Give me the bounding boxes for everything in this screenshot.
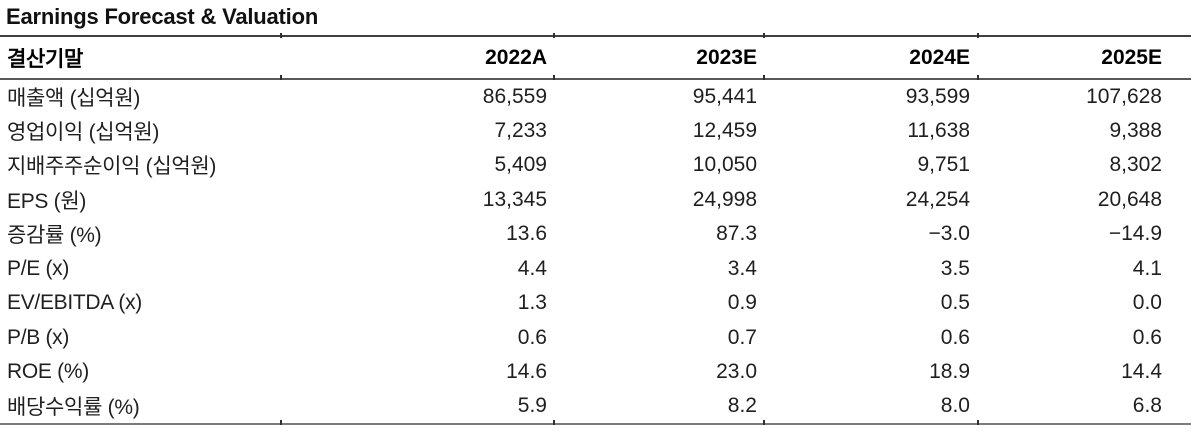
column-boundary-tick <box>977 33 979 38</box>
table-row-operating-profit: 영업이익 (십억원) 7,233 12,459 11,638 9,388 <box>0 114 1191 149</box>
row-label: P/E (x) <box>7 256 70 280</box>
row-label: 배당수익률 (%) <box>7 396 140 420</box>
column-header-2024e: 2024E <box>909 45 970 69</box>
cell-value: 10,050 <box>692 153 757 177</box>
cell-value: 95,441 <box>692 84 757 108</box>
table-row-eps: EPS (원) 13,345 24,998 24,254 20,648 <box>0 183 1191 218</box>
row-label: 증감률 (%) <box>7 224 102 248</box>
table-header-row: 결산기말 2022A 2023E 2024E 2025E <box>0 37 1191 79</box>
cell-value: 20,648 <box>1097 187 1162 211</box>
column-boundary-tick <box>553 75 555 80</box>
cell-value: 14.6 <box>506 360 547 384</box>
column-boundary-tick <box>280 75 282 80</box>
cell-value: 0.0 <box>1132 291 1162 315</box>
table-row-revenue: 매출액 (십억원) 86,559 95,441 93,599 107,628 <box>0 79 1191 114</box>
row-label: P/B (x) <box>7 325 70 349</box>
row-label: 영업이익 (십억원) <box>7 120 160 144</box>
cell-value: 3.5 <box>940 256 970 280</box>
row-label: ROE (%) <box>7 360 89 384</box>
cell-value: 24,998 <box>692 187 757 211</box>
cell-value: 5.9 <box>517 394 547 418</box>
cell-value: 11,638 <box>907 118 970 142</box>
column-boundary-tick <box>280 33 282 38</box>
table-row-pe: P/E (x) 4.4 3.4 3.5 4.1 <box>0 252 1191 287</box>
column-boundary-tick <box>977 75 979 80</box>
cell-value: 14.4 <box>1121 360 1162 384</box>
table-row-ev-ebitda: EV/EBITDA (x) 1.3 0.9 0.5 0.0 <box>0 286 1191 321</box>
table-row-dividend-yield: 배당수익률 (%) 5.9 8.2 8.0 6.8 <box>0 390 1191 425</box>
cell-value: 6.8 <box>1132 394 1162 418</box>
cell-value: −14.9 <box>1108 222 1162 246</box>
column-header-2023e: 2023E <box>696 45 757 69</box>
column-boundary-tick <box>977 420 979 425</box>
row-label: 매출액 (십억원) <box>7 86 141 110</box>
column-boundary-tick <box>553 33 555 38</box>
cell-value: 13.6 <box>506 222 547 246</box>
cell-value: 0.6 <box>1132 325 1162 349</box>
cell-value: 5,409 <box>494 153 547 177</box>
column-header-2025e: 2025E <box>1101 45 1162 69</box>
cell-value: 0.6 <box>940 325 970 349</box>
table-row-controlling-net-income: 지배주주순이익 (십억원) 5,409 10,050 9,751 8,302 <box>0 148 1191 183</box>
cell-value: 24,254 <box>905 187 970 211</box>
row-label: 지배주주순이익 (십억원) <box>7 155 217 179</box>
cell-value: 9,388 <box>1109 118 1162 142</box>
column-boundary-tick <box>763 420 765 425</box>
cell-value: 107,628 <box>1086 84 1162 108</box>
cell-value: 4.1 <box>1132 256 1162 280</box>
column-boundary-tick <box>763 75 765 80</box>
cell-value: 18.9 <box>929 360 970 384</box>
table-row-pb: P/B (x) 0.6 0.7 0.6 0.6 <box>0 321 1191 356</box>
cell-value: 7,233 <box>494 118 547 142</box>
earnings-valuation-table: 결산기말 2022A 2023E 2024E 2025E 매출액 (십억원) 8… <box>0 37 1191 425</box>
cell-value: 9,751 <box>917 153 970 177</box>
row-label: EPS (원) <box>7 189 87 213</box>
page-title: Earnings Forecast & Valuation <box>0 0 1191 37</box>
cell-value: 1.3 <box>517 291 547 315</box>
cell-value: 13,345 <box>482 187 547 211</box>
column-boundary-tick <box>280 420 282 425</box>
cell-value: 8.2 <box>727 394 757 418</box>
table-row-growth-rate: 증감률 (%) 13.6 87.3 −3.0 −14.9 <box>0 217 1191 252</box>
cell-value: 8,302 <box>1109 153 1162 177</box>
cell-value: 0.6 <box>517 325 547 349</box>
cell-value: 8.0 <box>940 394 970 418</box>
cell-value: 0.5 <box>940 291 970 315</box>
cell-value: 93,599 <box>905 84 970 108</box>
column-boundary-tick <box>763 33 765 38</box>
cell-value: 86,559 <box>482 84 547 108</box>
cell-value: 3.4 <box>727 256 757 280</box>
column-boundary-tick <box>553 420 555 425</box>
column-header-fiscal-period: 결산기말 <box>7 47 84 71</box>
cell-value: −3.0 <box>928 222 970 246</box>
cell-value: 4.4 <box>517 256 547 280</box>
cell-value: 0.9 <box>727 291 757 315</box>
row-label: EV/EBITDA (x) <box>7 291 142 315</box>
cell-value: 12,459 <box>692 118 757 142</box>
column-header-2022a: 2022A <box>485 45 547 69</box>
cell-value: 23.0 <box>716 360 757 384</box>
cell-value: 0.7 <box>727 325 757 349</box>
table-row-roe: ROE (%) 14.6 23.0 18.9 14.4 <box>0 355 1191 390</box>
cell-value: 87.3 <box>716 222 757 246</box>
